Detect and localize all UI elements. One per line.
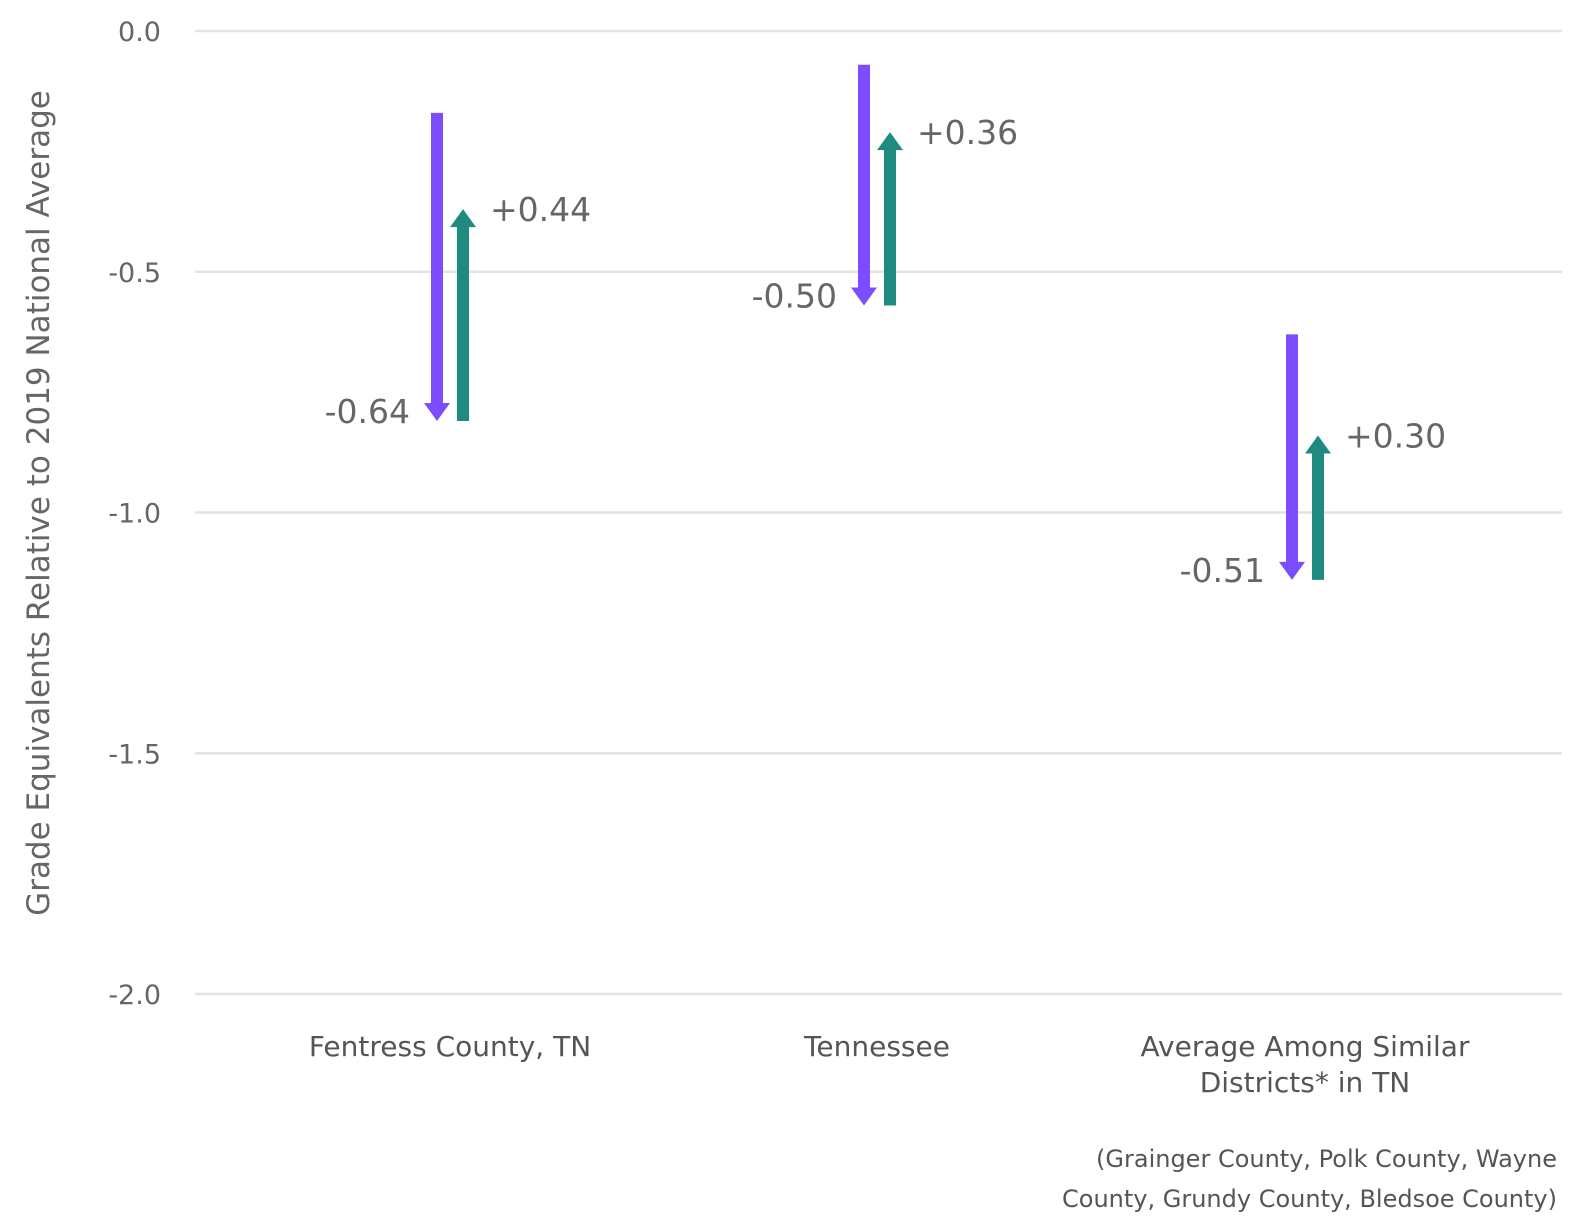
y-tick-label: -1.0	[108, 499, 161, 530]
decline-arrow	[424, 112, 450, 422]
decline-label: -0.50	[752, 276, 837, 315]
data-labels: -0.64 +0.44 -0.50 +0.36 -0.51 +0.30	[325, 113, 1447, 590]
recovery-arrow	[1305, 435, 1331, 580]
decline-arrow	[851, 64, 877, 306]
arrows	[424, 64, 1331, 580]
x-tick-label: Fentress County, TN	[309, 1030, 591, 1063]
x-axis-ticks: Fentress County, TN Tennessee Average Amon…	[309, 1030, 1470, 1099]
x-tick-label: Districts* in TN	[1200, 1066, 1411, 1099]
y-tick-label: -2.0	[108, 980, 161, 1011]
decline-label: -0.51	[1180, 551, 1265, 590]
recovery-arrow	[877, 132, 903, 306]
y-tick-label: -1.5	[108, 739, 161, 770]
footnote-line: County, Grundy County, Bledsoe County)	[1062, 1185, 1557, 1213]
footnote-line: (Grainger County, Polk County, Wayne	[1096, 1145, 1557, 1173]
footnote: (Grainger County, Polk County, Wayne Coun…	[1062, 1145, 1557, 1213]
y-axis-ticks: 0.0 -0.5 -1.0 -1.5 -2.0	[108, 17, 161, 1011]
x-tick-label: Tennessee	[803, 1030, 950, 1063]
gridlines	[195, 29, 1562, 996]
x-tick-label: Average Among Similar	[1141, 1030, 1470, 1063]
recovery-label: +0.44	[490, 190, 591, 229]
y-tick-label: 0.0	[118, 17, 161, 48]
recovery-label: +0.30	[1345, 416, 1446, 455]
recovery-label: +0.36	[917, 113, 1018, 152]
recovery-arrow	[450, 209, 476, 422]
decline-label: -0.64	[325, 392, 410, 431]
y-axis-label: Grade Equivalents Relative to 2019 Natio…	[21, 90, 57, 916]
decline-arrow	[1279, 334, 1305, 580]
y-tick-label: -0.5	[108, 258, 161, 289]
